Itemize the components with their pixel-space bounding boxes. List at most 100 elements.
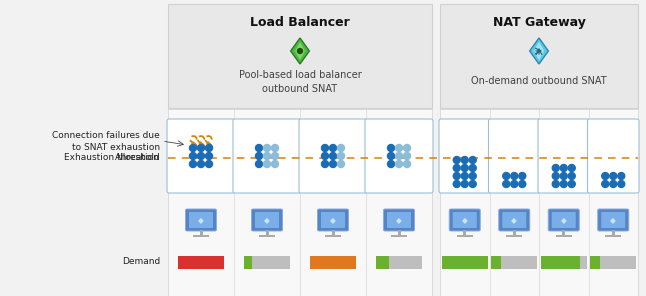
Circle shape	[453, 181, 460, 187]
FancyBboxPatch shape	[552, 212, 576, 228]
Bar	[244, 255, 290, 268]
Circle shape	[271, 152, 278, 160]
Bar	[440, 4, 638, 108]
Bar	[612, 229, 615, 234]
Circle shape	[322, 152, 329, 160]
FancyBboxPatch shape	[449, 209, 480, 231]
Text: ◆: ◆	[330, 216, 336, 226]
FancyBboxPatch shape	[255, 212, 279, 228]
Circle shape	[469, 181, 476, 187]
Polygon shape	[530, 38, 548, 64]
Bar	[491, 255, 537, 268]
Circle shape	[503, 181, 510, 187]
Bar	[193, 234, 209, 237]
FancyBboxPatch shape	[233, 119, 301, 193]
Text: ◆: ◆	[610, 216, 616, 226]
Circle shape	[560, 165, 567, 171]
Bar	[310, 255, 356, 268]
Circle shape	[461, 181, 468, 187]
FancyBboxPatch shape	[488, 119, 540, 193]
Circle shape	[453, 173, 460, 179]
Circle shape	[198, 144, 205, 152]
Circle shape	[256, 160, 262, 168]
Bar	[325, 234, 341, 237]
Circle shape	[560, 173, 567, 179]
Circle shape	[337, 144, 344, 152]
Text: Load Balancer: Load Balancer	[250, 16, 350, 29]
Circle shape	[337, 160, 344, 168]
Bar	[168, 4, 432, 108]
FancyBboxPatch shape	[189, 212, 213, 228]
Circle shape	[189, 152, 196, 160]
Circle shape	[264, 152, 271, 160]
Circle shape	[404, 144, 410, 152]
Bar	[556, 234, 572, 237]
FancyBboxPatch shape	[387, 212, 411, 228]
Circle shape	[511, 173, 517, 179]
Circle shape	[404, 160, 410, 168]
FancyBboxPatch shape	[538, 119, 590, 193]
Bar	[541, 255, 580, 268]
Circle shape	[552, 165, 559, 171]
Circle shape	[552, 173, 559, 179]
Circle shape	[337, 152, 344, 160]
Circle shape	[298, 49, 302, 54]
Circle shape	[511, 181, 517, 187]
Circle shape	[271, 144, 278, 152]
Circle shape	[388, 144, 395, 152]
FancyBboxPatch shape	[321, 212, 345, 228]
Circle shape	[461, 165, 468, 171]
Circle shape	[519, 173, 526, 179]
Bar	[457, 234, 473, 237]
FancyBboxPatch shape	[587, 119, 639, 193]
Circle shape	[205, 152, 213, 160]
Circle shape	[560, 181, 567, 187]
Circle shape	[453, 165, 460, 171]
Circle shape	[189, 144, 196, 152]
Circle shape	[469, 173, 476, 179]
FancyBboxPatch shape	[502, 212, 526, 228]
Circle shape	[552, 181, 559, 187]
Circle shape	[329, 152, 337, 160]
Polygon shape	[295, 42, 305, 60]
Circle shape	[264, 144, 271, 152]
FancyBboxPatch shape	[598, 209, 629, 231]
Bar	[376, 255, 422, 268]
Circle shape	[198, 152, 205, 160]
FancyBboxPatch shape	[499, 209, 530, 231]
Bar	[491, 255, 501, 268]
Bar	[168, 109, 432, 296]
Bar	[178, 255, 224, 268]
Circle shape	[461, 157, 468, 163]
Text: Demand: Demand	[121, 258, 160, 266]
FancyBboxPatch shape	[299, 119, 367, 193]
Bar	[541, 255, 587, 268]
Circle shape	[461, 173, 468, 179]
Circle shape	[568, 165, 575, 171]
Circle shape	[322, 144, 329, 152]
Circle shape	[469, 157, 476, 163]
Circle shape	[395, 144, 402, 152]
Text: Connection failures due
to SNAT exhaustion: Connection failures due to SNAT exhausti…	[52, 131, 160, 152]
Circle shape	[618, 173, 625, 179]
Bar	[178, 255, 224, 268]
FancyBboxPatch shape	[384, 209, 415, 231]
Text: NAT Gateway: NAT Gateway	[492, 16, 585, 29]
Circle shape	[256, 152, 262, 160]
Circle shape	[198, 160, 205, 168]
Circle shape	[395, 152, 402, 160]
Text: ◆: ◆	[512, 216, 517, 226]
FancyBboxPatch shape	[365, 119, 433, 193]
Circle shape	[322, 160, 329, 168]
Circle shape	[388, 160, 395, 168]
Circle shape	[329, 160, 337, 168]
Circle shape	[618, 181, 625, 187]
Text: ◆: ◆	[561, 216, 567, 226]
Bar	[244, 255, 253, 268]
Bar	[590, 255, 600, 268]
Bar	[310, 255, 356, 268]
Polygon shape	[291, 38, 309, 64]
Polygon shape	[534, 42, 544, 60]
Text: Pool-based load balancer
outbound SNAT: Pool-based load balancer outbound SNAT	[238, 70, 361, 94]
Circle shape	[329, 144, 337, 152]
